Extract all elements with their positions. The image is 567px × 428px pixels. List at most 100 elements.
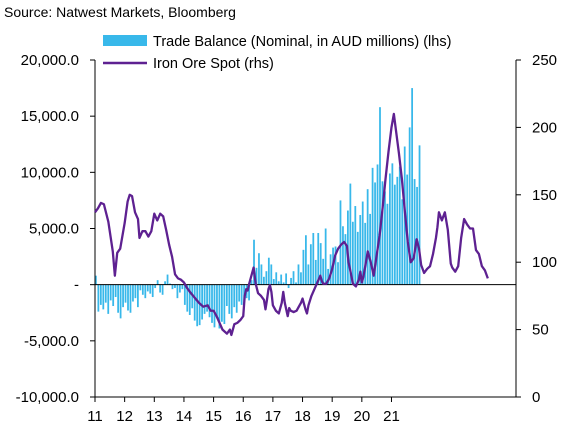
- trade-balance-bar: [277, 281, 280, 285]
- trade-balance-bar: [156, 280, 159, 285]
- trade-balance-bar: [196, 284, 199, 327]
- trade-balance-bar: [144, 284, 147, 299]
- x-tick-label: 19: [324, 408, 341, 425]
- trade-balance-bar: [248, 284, 250, 301]
- trade-balance-bar: [201, 284, 204, 320]
- right-tick-label: 0: [532, 389, 540, 406]
- trade-balance-bar: [183, 284, 186, 305]
- trade-balance-bar: [361, 201, 364, 285]
- trade-balance-bar: [124, 284, 127, 303]
- trade-balance-bar: [154, 284, 157, 289]
- trade-balance-bar: [351, 221, 354, 285]
- trade-balance-bar: [99, 284, 102, 305]
- left-tick-label: -: [74, 277, 79, 294]
- legend-label-trade-balance: Trade Balance (Nominal, in AUD millions)…: [153, 34, 451, 50]
- trade-balance-bar: [418, 145, 421, 285]
- left-tick-label: -5,000.0: [24, 333, 79, 350]
- trade-balance-bar: [337, 262, 339, 285]
- trade-balance-bar: [169, 283, 171, 285]
- trade-balance-bar: [374, 182, 376, 285]
- trade-balance-bar: [161, 284, 164, 295]
- trade-balance-bar: [322, 258, 325, 285]
- trade-balance-bar: [290, 277, 292, 285]
- x-tick-label: 12: [116, 408, 133, 425]
- right-tick-label: 150: [532, 187, 557, 204]
- trade-balance-bar: [309, 244, 312, 285]
- trade-balance-bar: [260, 264, 263, 285]
- trade-balance-bar: [356, 231, 359, 285]
- trade-balance-bar: [295, 282, 297, 285]
- trade-balance-bar: [292, 271, 295, 285]
- trade-balance-bar: [416, 186, 418, 285]
- trade-balance-bar: [223, 284, 226, 324]
- trade-balance-bar: [114, 284, 117, 298]
- trade-balance-bar: [258, 253, 260, 285]
- trade-balance-bar: [389, 173, 391, 285]
- trade-balance-bar: [297, 264, 300, 285]
- trade-balance-bar: [386, 203, 389, 285]
- left-tick-label: 10,000.0: [21, 164, 79, 181]
- trade-balance-bar: [272, 279, 275, 285]
- trade-balance-bar: [327, 268, 330, 285]
- x-tick-label: 20: [353, 408, 370, 425]
- x-tick-label: 18: [294, 408, 311, 425]
- source-note: Source: Natwest Markets, Bloomberg: [4, 4, 236, 20]
- trade-balance-bar: [324, 228, 327, 285]
- trade-balance-bar: [329, 254, 332, 285]
- trade-balance-bar: [235, 284, 238, 313]
- trade-balance-bar: [132, 284, 134, 302]
- trade-balance-bar: [211, 284, 213, 323]
- x-tick-label: 14: [176, 408, 193, 425]
- trade-balance-bar: [122, 284, 124, 308]
- trade-balance-bar: [109, 284, 112, 301]
- trade-balance-bar: [174, 284, 176, 289]
- x-tick-label: 16: [235, 408, 252, 425]
- trade-balance-bar: [381, 181, 384, 285]
- trade-balance-bar: [186, 284, 189, 312]
- trade-balance-bar: [354, 206, 357, 285]
- trade-balance-bar: [179, 284, 181, 293]
- trade-balance-bar: [300, 272, 302, 285]
- trade-balance-bar: [117, 284, 120, 313]
- legend: Trade Balance (Nominal, in AUD millions)…: [103, 34, 451, 72]
- left-tick-label: 20,000.0: [21, 52, 79, 69]
- trade-balance-bar: [233, 284, 236, 308]
- trade-balance-bar: [112, 284, 115, 307]
- trade-balance-bar: [250, 280, 253, 285]
- trade-balance-bar: [376, 164, 379, 285]
- trade-balance-bar: [364, 222, 367, 285]
- trade-balance-bar: [193, 284, 196, 321]
- trade-balance-bar: [285, 273, 288, 285]
- trade-balance-bar: [411, 88, 414, 285]
- trade-balance-bar: [206, 284, 208, 312]
- right-tick-label: 100: [532, 254, 557, 271]
- trade-balance-bar: [302, 249, 305, 285]
- trade-balance-bar: [307, 264, 310, 285]
- trade-balance-bar: [384, 191, 386, 285]
- trade-balance-bar: [137, 284, 139, 308]
- x-tick-label: 11: [87, 408, 103, 425]
- trade-balance-bar: [149, 284, 152, 294]
- trade-balance-bar: [366, 189, 369, 285]
- trade-balance-bar: [134, 284, 137, 299]
- trade-balance-bar: [282, 282, 285, 285]
- trade-balance-bar: [119, 284, 122, 319]
- trade-balance-bar: [171, 284, 174, 290]
- trade-balance-bar: [270, 264, 273, 285]
- iron-ore-line: [94, 112, 489, 337]
- trade-balance-bar: [221, 284, 223, 322]
- trade-balance-bar: [255, 267, 258, 285]
- trade-balance-bar: [401, 199, 404, 285]
- trade-balance-bar: [334, 246, 337, 285]
- x-tick-label: 15: [205, 408, 222, 425]
- trade-balance-bar: [280, 274, 283, 285]
- trade-balance-bar: [129, 284, 132, 313]
- trade-balance-bar: [127, 284, 129, 311]
- trade-balance-bar: [342, 226, 344, 285]
- trade-balance-bar: [396, 176, 399, 285]
- trade-balance-bar: [208, 284, 211, 318]
- trade-balance-bar: [317, 232, 320, 285]
- trade-balance-bar: [398, 166, 401, 285]
- trade-balance-bar: [238, 284, 241, 302]
